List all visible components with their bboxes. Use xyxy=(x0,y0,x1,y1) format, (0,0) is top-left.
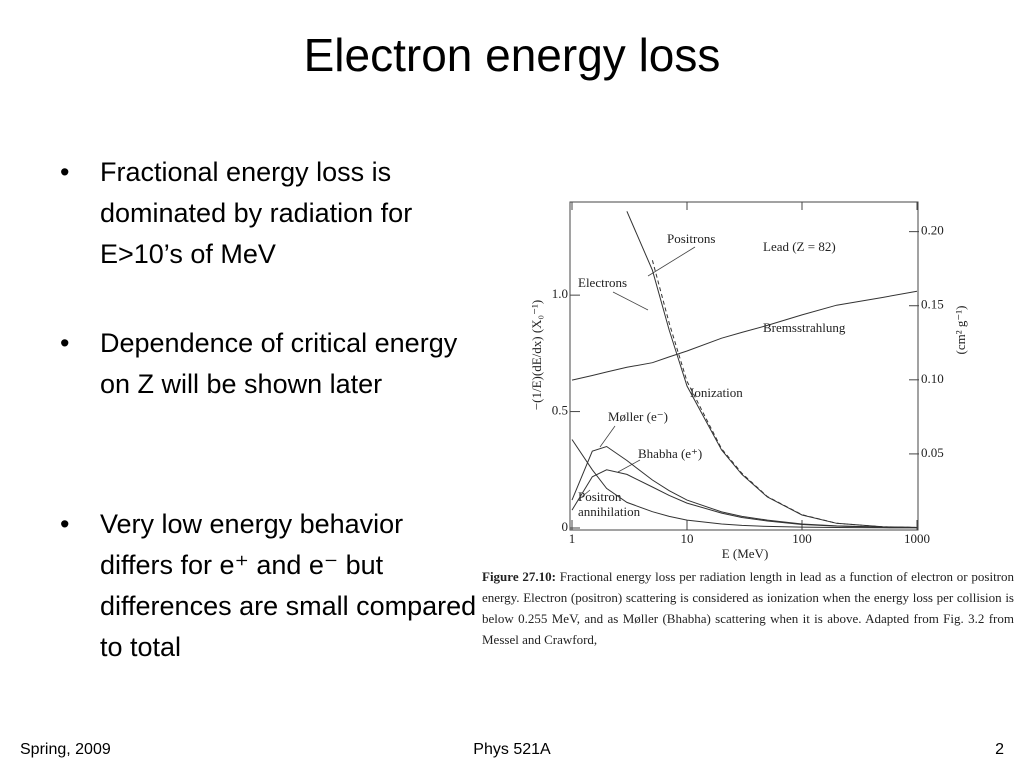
series-line xyxy=(626,211,918,528)
series-label-box: Positron annihilation xyxy=(578,489,641,519)
slide-title: Electron energy loss xyxy=(303,29,721,81)
bullet: Fractional energy loss is dominated by r… xyxy=(60,152,480,275)
series-line xyxy=(651,260,918,528)
series-label: Bremsstrahlung xyxy=(763,320,846,335)
series-label: Positrons xyxy=(667,231,715,246)
series-line xyxy=(571,290,918,381)
bullet: Very low energy behavior differs for e⁺ … xyxy=(60,504,480,668)
y2-tick-label: 0.20 xyxy=(921,223,944,238)
x-tick-label: 10 xyxy=(681,531,694,546)
footer-left: Spring, 2009 xyxy=(20,741,111,758)
x-tick-label: 1000 xyxy=(904,531,930,546)
y-axis-label: −(1/E)(dE/dx) (X₀⁻¹) xyxy=(529,300,544,410)
series-label: Bhabha (e⁺) xyxy=(638,446,702,461)
x-tick-label: 100 xyxy=(792,531,812,546)
y2-tick-label: 0.15 xyxy=(921,297,944,312)
x-tick-label: 1 xyxy=(569,531,576,546)
caption: Figure 27.10: Fractional energy loss per… xyxy=(482,566,1014,650)
plot-frame xyxy=(569,201,919,531)
y-tick-label: 1.0 xyxy=(552,286,568,301)
y-tick-label: 0.5 xyxy=(552,403,568,418)
footer-right: 2 xyxy=(995,741,1004,758)
footer-center: Phys 521A xyxy=(473,741,551,758)
series-line xyxy=(571,439,918,529)
series-label: Electrons xyxy=(578,275,627,290)
annotation: Lead (Z = 82) xyxy=(763,239,836,254)
y2-tick-label: 0.10 xyxy=(921,371,944,386)
series-label: Positron annihilation xyxy=(578,489,641,519)
pointers xyxy=(577,246,696,501)
y2-axis-label: (cm² g⁻¹) xyxy=(953,306,968,355)
bullet: Dependence of critical energy on Z will … xyxy=(60,323,460,405)
caption-text: Fractional energy loss per radiation len… xyxy=(482,569,1015,647)
x-axis-label: E (MeV) xyxy=(722,546,769,561)
annotation: Ionization xyxy=(690,385,743,400)
y-tick-label: 0 xyxy=(562,519,569,534)
series-label: Møller (e⁻) xyxy=(608,409,668,424)
series-line xyxy=(571,469,918,528)
y2-tick-label: 0.05 xyxy=(921,445,944,460)
caption-label: Figure 27.10: xyxy=(482,569,556,584)
